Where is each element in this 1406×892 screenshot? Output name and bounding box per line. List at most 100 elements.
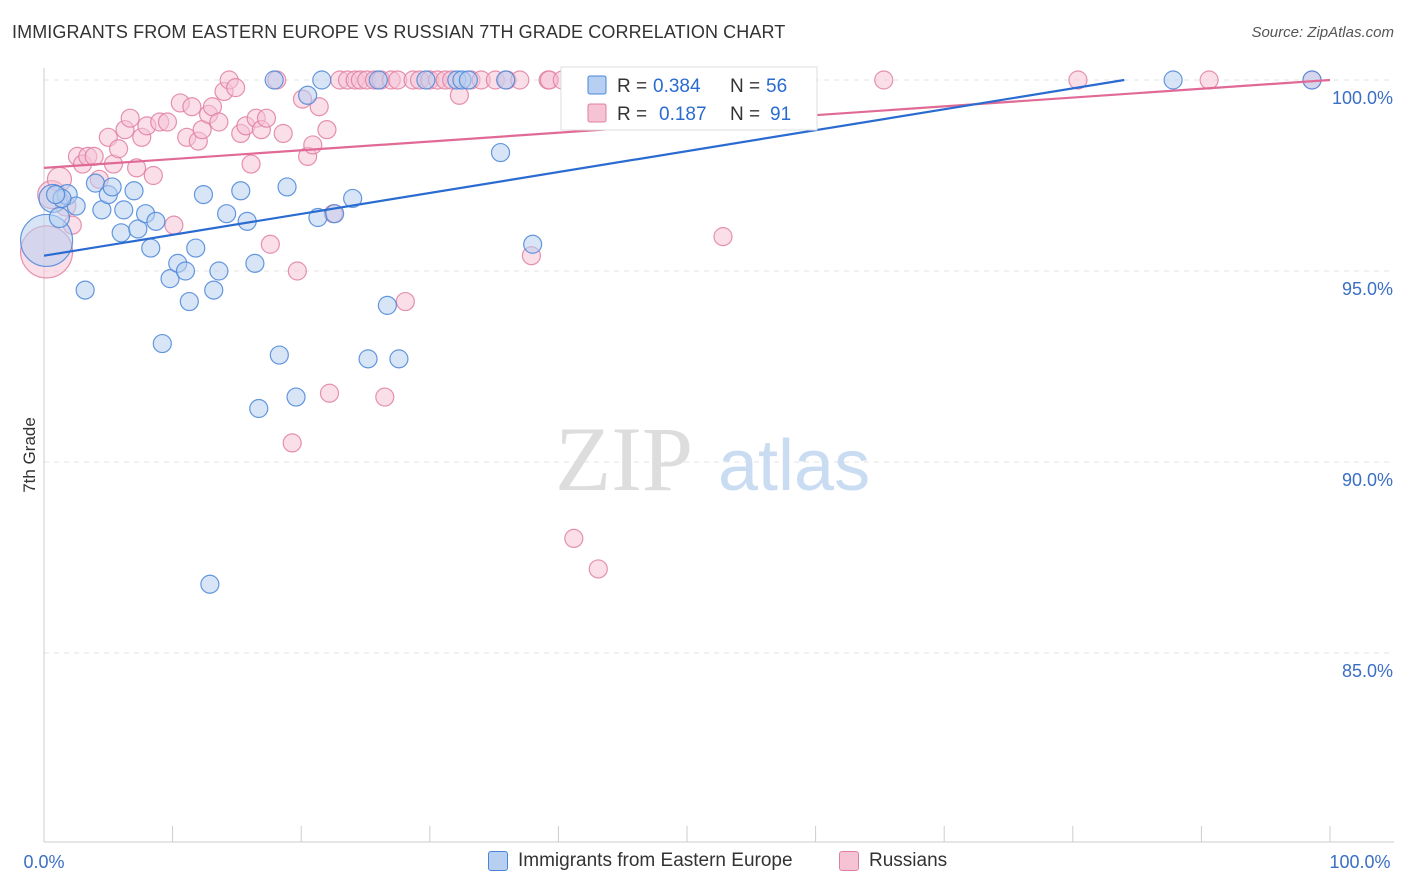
scatter-point [141, 238, 161, 258]
scatter-point [395, 291, 415, 312]
scatter-point [256, 108, 277, 128]
legend-swatch-pink [839, 851, 859, 871]
scatter-point [120, 108, 140, 128]
scatter-point [343, 188, 363, 209]
scatter-point [458, 70, 478, 90]
scatter-point [186, 238, 206, 258]
legend-item-immigrants[interactable]: Immigrants from Eastern Europe [488, 850, 793, 872]
stats-r-label-pink: R = [617, 104, 647, 125]
stats-swatch-blue [587, 75, 607, 95]
scatter-point [102, 177, 122, 197]
scatter-point [160, 269, 180, 289]
scatter-point [319, 383, 340, 403]
scatter-point [496, 70, 516, 90]
stats-legend: R = 0.384 N = 56 R = 0.187 N = 91 [560, 66, 818, 131]
y-axis-title: 7th Grade [20, 417, 39, 493]
scatter-point [309, 97, 329, 117]
scatter-point [523, 234, 543, 254]
stats-swatch-pink [587, 103, 607, 123]
scatter-point [269, 345, 289, 365]
scatter-point [249, 398, 269, 419]
y-tick-label: 100.0% [1332, 88, 1393, 108]
scatter-point [1199, 70, 1219, 90]
scatter-point [874, 70, 894, 90]
scatter-point [226, 78, 246, 98]
scatter-point [282, 433, 302, 453]
x-tick-label-min: 0.0% [23, 852, 64, 872]
scatter-point [713, 227, 733, 247]
scatter-point [260, 234, 280, 254]
scatter-point [193, 185, 214, 205]
scatter-point [182, 97, 202, 117]
stats-n-label-blue: N = [730, 76, 760, 97]
scatter-point [108, 139, 129, 159]
chart-title: IMMIGRANTS FROM EASTERN EUROPE VS RUSSIA… [12, 22, 786, 42]
scatter-point [75, 280, 95, 300]
scatter-point [143, 165, 163, 186]
scatter-point [152, 333, 172, 354]
scatter-point [48, 206, 71, 229]
scatter-point [245, 253, 265, 273]
scatter-point [298, 85, 318, 105]
scatter-point [1163, 70, 1183, 90]
stats-r-value-blue: 0.384 [653, 76, 701, 97]
y-tick-label: 85.0% [1342, 661, 1393, 681]
scatter-point [179, 291, 199, 312]
scatter-point [273, 123, 293, 144]
scatter-point [111, 223, 131, 243]
scatter-point [209, 261, 229, 281]
scatter-point [126, 158, 147, 178]
scatter-point [231, 181, 251, 201]
scatter-point [277, 177, 297, 197]
scatter-point [312, 70, 332, 90]
scatter-point [317, 120, 337, 140]
watermark-atlas: atlas [718, 426, 870, 506]
scatter-point [490, 142, 511, 163]
legend-swatch-blue [488, 851, 508, 871]
scatter-point [124, 181, 144, 201]
scatter-point [45, 185, 66, 205]
scatter-point [564, 528, 584, 549]
scatter-point [209, 112, 229, 132]
scatter-point [146, 211, 166, 231]
y-tick-labels: 85.0% 90.0% 95.0% 100.0% [1332, 88, 1393, 681]
trend-line-immigrants [43, 78, 1125, 257]
scatter-point [416, 70, 436, 90]
scatter-point [303, 135, 323, 155]
scatter-point [157, 112, 178, 132]
scatter-point [84, 146, 104, 166]
series-legend: Immigrants from Eastern Europe Russians [0, 850, 1406, 880]
legend-label-immigrants: Immigrants from Eastern Europe [518, 850, 793, 871]
scatter-point [264, 70, 284, 90]
x-ticks [43, 826, 1331, 842]
y-tick-label: 95.0% [1342, 279, 1393, 299]
scatter-point [588, 559, 608, 579]
scatter-point [375, 387, 395, 407]
series-immigrants-eastern-europe [19, 70, 1322, 594]
scatter-point [217, 204, 237, 224]
scatter-point [358, 349, 378, 369]
legend-label-russians: Russians [869, 850, 948, 871]
scatter-point [377, 295, 397, 315]
scatter-point [175, 261, 196, 281]
scatter-point [241, 154, 261, 174]
scatter-point [164, 215, 184, 235]
x-tick-label-max: 100.0% [1329, 852, 1390, 872]
scatter-point [1068, 70, 1088, 90]
scatter-point [114, 200, 134, 220]
watermark-zip: ZIP [555, 408, 693, 510]
scatter-point [368, 70, 388, 90]
stats-n-value-pink: 91 [770, 104, 791, 125]
scatter-point [286, 387, 306, 407]
y-tick-label: 90.0% [1342, 470, 1393, 490]
scatter-point [287, 261, 307, 281]
watermark: ZIP atlas [555, 408, 870, 510]
scatter-point [128, 219, 148, 239]
source-label: Source: ZipAtlas.com [1251, 24, 1394, 41]
stats-n-value-blue: 56 [766, 76, 787, 97]
stats-r-value-pink: 0.187 [659, 104, 707, 125]
stats-r-label-blue: R = [617, 76, 647, 97]
legend-item-russians[interactable]: Russians [839, 850, 947, 872]
stats-n-label-pink: N = [730, 104, 760, 125]
